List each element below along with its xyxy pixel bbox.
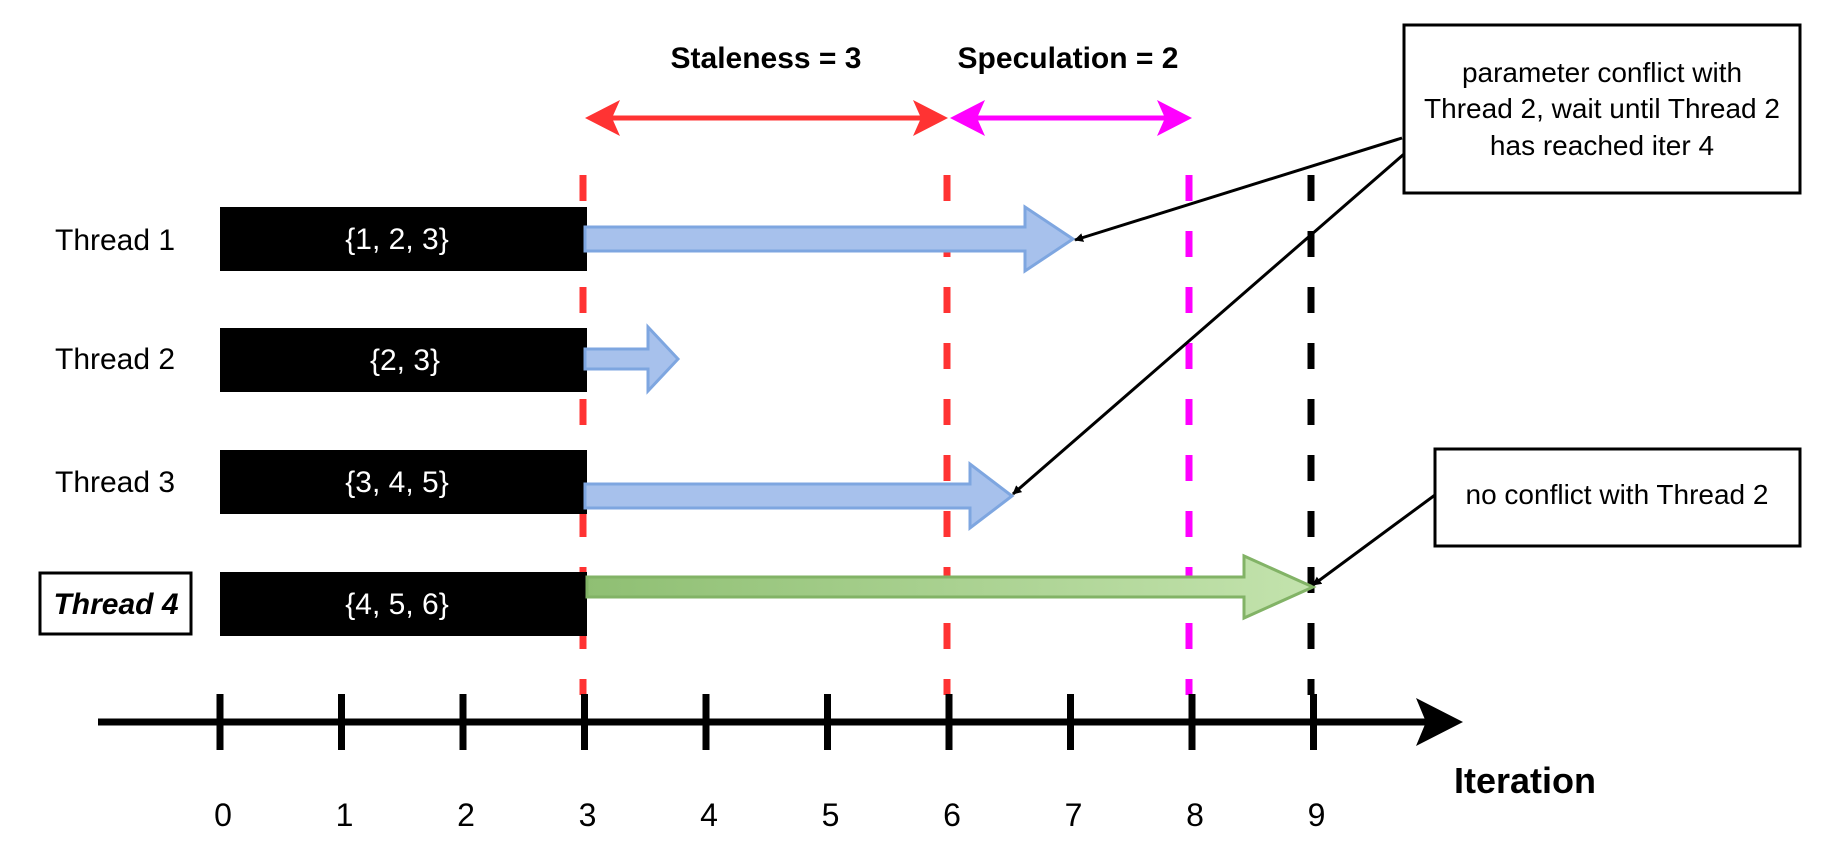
staleness-header: Staleness = 3 <box>671 42 862 75</box>
speculation-header: Speculation = 2 <box>958 42 1179 75</box>
axis-tick-label: 7 <box>1065 797 1083 833</box>
thread-3-params: {3, 4, 5} <box>345 466 448 499</box>
speculation-range-arrow <box>950 100 1192 136</box>
axis-tick-label: 8 <box>1186 797 1204 833</box>
conflict-note-line-2: Thread 2, wait until Thread 2 <box>1424 93 1780 124</box>
thread-4-progress-arrow <box>585 553 1317 621</box>
axis-tick-label: 9 <box>1308 797 1326 833</box>
axis-tick-label: 6 <box>943 797 961 833</box>
thread-4-label-box <box>38 571 193 636</box>
thread-1-label: Thread 1 <box>55 224 175 257</box>
no-conflict-note-box <box>1433 447 1802 548</box>
thread-2-params: {2, 3} <box>370 344 440 377</box>
thread-3-progress-arrow <box>583 460 1015 532</box>
thread-1-params: {1, 2, 3} <box>345 223 448 256</box>
thread-3-block <box>220 450 587 514</box>
axis-tick-label: 3 <box>579 797 597 833</box>
thread-1-block <box>220 207 587 271</box>
conflict-callout-arrow-thread-3 <box>1012 152 1405 496</box>
iteration-axis <box>98 698 1463 746</box>
axis-tick-labels: 0 1 2 3 4 5 6 7 8 9 <box>214 797 1325 833</box>
thread-1-progress-arrow <box>583 204 1076 274</box>
conflict-note-line-1: parameter conflict with <box>1462 57 1742 88</box>
axis-tick-label: 2 <box>457 797 475 833</box>
conflict-callout-arrow-thread-1 <box>1074 136 1403 242</box>
thread-4-label: Thread 4 <box>53 588 178 621</box>
staleness-range-arrow <box>585 100 948 136</box>
axis-title: Iteration <box>1454 760 1596 801</box>
axis-tick-label: 5 <box>822 797 840 833</box>
axis-tick-label: 4 <box>700 797 718 833</box>
thread-4-block <box>220 572 587 636</box>
thread-2-block <box>220 328 587 392</box>
thread-2-progress-arrow <box>583 323 681 395</box>
no-conflict-callout-arrow <box>1312 493 1436 587</box>
thread-4-params: {4, 5, 6} <box>345 588 448 621</box>
thread-2-label: Thread 2 <box>55 343 175 376</box>
conflict-note-line-3: has reached iter 4 <box>1490 130 1714 161</box>
no-conflict-note-text: no conflict with Thread 2 <box>1466 479 1769 510</box>
axis-ticks <box>216 694 1317 750</box>
thread-3-label: Thread 3 <box>55 466 175 499</box>
conflict-note-box <box>1402 23 1802 195</box>
axis-tick-label: 0 <box>214 797 232 833</box>
axis-tick-label: 1 <box>336 797 354 833</box>
